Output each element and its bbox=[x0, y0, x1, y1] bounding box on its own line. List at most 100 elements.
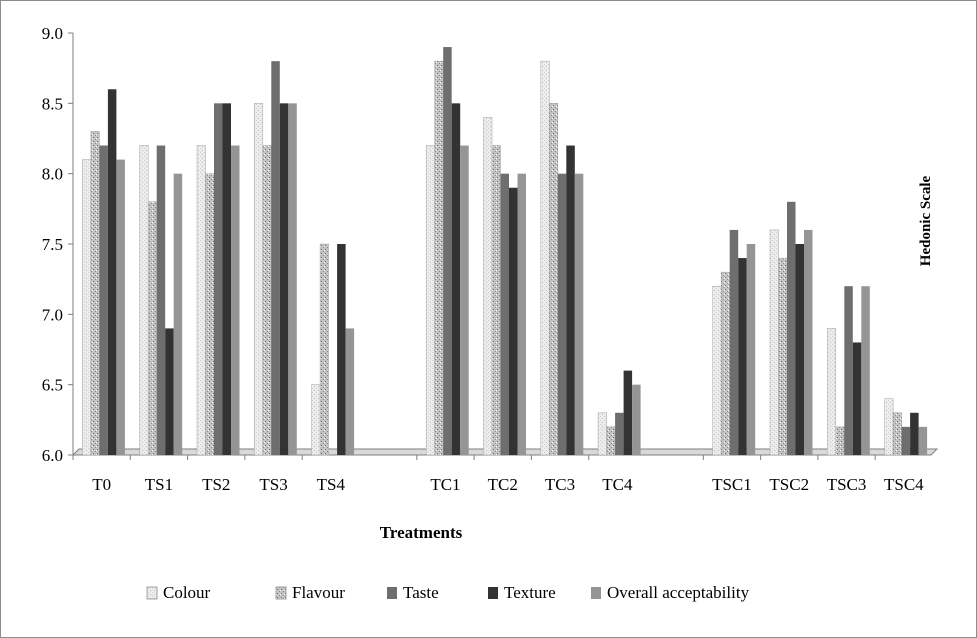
x-tick-label-ts2: TS2 bbox=[202, 475, 230, 494]
bar-taste-ts1 bbox=[156, 145, 166, 456]
x-tick-label-tsc2: TSC2 bbox=[769, 475, 809, 494]
bar-taste-ts3 bbox=[271, 61, 280, 456]
x-tick-label-tsc4: TSC4 bbox=[884, 475, 924, 494]
bar-texture-tsc1 bbox=[738, 258, 747, 455]
bar-flavour-t0 bbox=[90, 131, 100, 456]
bar-overall-acceptability-tsc2 bbox=[804, 229, 813, 455]
bar-overall-acceptability-tc3 bbox=[574, 173, 584, 455]
legend-swatch-taste bbox=[387, 587, 397, 599]
bar-texture-tc1 bbox=[451, 103, 461, 455]
bar-taste-tc3 bbox=[557, 173, 567, 455]
x-tick-label-tc3: TC3 bbox=[545, 475, 575, 494]
bar-flavour-ts4 bbox=[319, 243, 329, 456]
x-tick-label-ts3: TS3 bbox=[259, 475, 287, 494]
bar-taste-t0 bbox=[99, 145, 108, 456]
bar-taste-tc4 bbox=[615, 412, 624, 455]
bar-flavour-ts2 bbox=[205, 173, 215, 456]
bar-overall-acceptability-ts4 bbox=[345, 328, 355, 455]
bar-flavour-ts1 bbox=[147, 201, 157, 456]
bar-flavour-tc2 bbox=[491, 145, 501, 456]
bar-colour-tsc1 bbox=[712, 285, 722, 456]
bar-taste-tsc3 bbox=[844, 286, 853, 455]
bar-overall-acceptability-tc2 bbox=[517, 173, 526, 455]
y-tick-label: 6.5 bbox=[42, 376, 63, 395]
bar-colour-tsc2 bbox=[769, 229, 779, 456]
bar-taste-tsc1 bbox=[729, 229, 739, 455]
bar-texture-tc3 bbox=[566, 145, 575, 456]
bar-texture-tc4 bbox=[623, 370, 633, 455]
bar-taste-tc1 bbox=[443, 47, 452, 456]
bar-texture-t0 bbox=[107, 89, 117, 456]
bar-overall-acceptability-ts2 bbox=[231, 145, 240, 456]
legend-label-colour: Colour bbox=[163, 583, 211, 602]
bar-overall-acceptability-ts1 bbox=[173, 173, 183, 455]
bar-colour-tc2 bbox=[483, 117, 493, 456]
bar-overall-acceptability-ts3 bbox=[288, 103, 297, 455]
bar-flavour-tsc4 bbox=[892, 412, 902, 456]
bar-texture-ts3 bbox=[279, 103, 289, 455]
bar-overall-acceptability-tc4 bbox=[632, 384, 641, 455]
y-tick-label: 8.0 bbox=[42, 165, 63, 184]
bar-overall-acceptability-t0 bbox=[116, 159, 125, 455]
bar-colour-ts2 bbox=[196, 145, 206, 456]
bar-flavour-tc4 bbox=[606, 426, 616, 456]
legend-swatch-colour bbox=[146, 586, 158, 600]
plot-area: 6.0 6.5 7.0 7.5 8.0 8.5 9.0 T0 TS1 TS2 TS3 TS4 TC1 TC… bbox=[42, 24, 939, 494]
legend-label-taste: Taste bbox=[403, 583, 439, 602]
bar-taste-tc2 bbox=[500, 173, 509, 455]
x-tick-label-tc2: TC2 bbox=[488, 475, 518, 494]
legend-label-texture: Texture bbox=[504, 583, 556, 602]
bar-flavour-tsc3 bbox=[835, 426, 845, 456]
legend-label-flavour: Flavour bbox=[292, 583, 345, 602]
bar-taste-ts2 bbox=[214, 103, 223, 455]
y-tick-label: 9.0 bbox=[42, 24, 63, 43]
bar-overall-acceptability-tsc3 bbox=[861, 286, 870, 455]
bar-texture-ts2 bbox=[222, 103, 231, 455]
y-tick-label: 6.0 bbox=[42, 446, 63, 465]
bar-colour-ts4 bbox=[311, 384, 321, 456]
legend-swatch-flavour bbox=[275, 586, 287, 600]
x-tick-label-tsc3: TSC3 bbox=[827, 475, 867, 494]
x-tick-label-tsc1: TSC1 bbox=[712, 475, 752, 494]
legend: Colour Flavour Taste Texture Overall accepta… bbox=[146, 583, 750, 602]
x-tick-label-t0: T0 bbox=[92, 475, 111, 494]
legend-swatch-texture bbox=[488, 587, 498, 599]
bar-colour-ts1 bbox=[139, 145, 149, 456]
x-tick-label-tc4: TC4 bbox=[602, 475, 633, 494]
legend-label-overall-acceptability: Overall acceptability bbox=[607, 583, 750, 602]
bar-texture-tc2 bbox=[509, 187, 518, 455]
y-tick-label: 7.0 bbox=[42, 305, 63, 324]
bar-colour-tsc4 bbox=[884, 398, 894, 456]
bar-colour-t0 bbox=[82, 159, 92, 456]
bar-overall-acceptability-tc1 bbox=[460, 145, 469, 456]
x-tick-label-ts1: TS1 bbox=[145, 475, 173, 494]
bar-texture-ts1 bbox=[165, 328, 174, 455]
bar-colour-tc4 bbox=[597, 412, 607, 456]
bar-texture-tsc3 bbox=[852, 342, 862, 455]
bar-colour-ts3 bbox=[254, 103, 264, 456]
bar-texture-ts4 bbox=[337, 244, 346, 455]
x-axis-label: Treatments bbox=[380, 523, 463, 542]
bar-taste-tsc4 bbox=[901, 426, 911, 455]
bar-flavour-tsc1 bbox=[720, 271, 730, 456]
bar-flavour-tc3 bbox=[549, 103, 559, 456]
x-tick-label-ts4: TS4 bbox=[317, 475, 346, 494]
bar-texture-tsc4 bbox=[910, 412, 919, 455]
bar-colour-tsc3 bbox=[827, 328, 837, 456]
bar-flavour-ts3 bbox=[262, 145, 272, 456]
bar-overall-acceptability-tsc4 bbox=[918, 426, 928, 455]
y-tick-label: 8.5 bbox=[42, 94, 63, 113]
y-axis-label: Hedonic Scale bbox=[918, 175, 934, 266]
bar-texture-tsc2 bbox=[795, 244, 804, 455]
x-tick-label-tc1: TC1 bbox=[430, 475, 460, 494]
legend-swatch-overall-acceptability bbox=[591, 587, 601, 599]
y-tick-label: 7.5 bbox=[42, 235, 63, 254]
bar-colour-tc3 bbox=[540, 60, 550, 456]
bar-flavour-tsc2 bbox=[778, 257, 788, 456]
bar-overall-acceptability-tsc1 bbox=[746, 244, 756, 455]
bar-flavour-tc1 bbox=[434, 60, 444, 456]
bar-taste-tsc2 bbox=[787, 201, 796, 455]
bar-colour-tc1 bbox=[425, 145, 435, 456]
